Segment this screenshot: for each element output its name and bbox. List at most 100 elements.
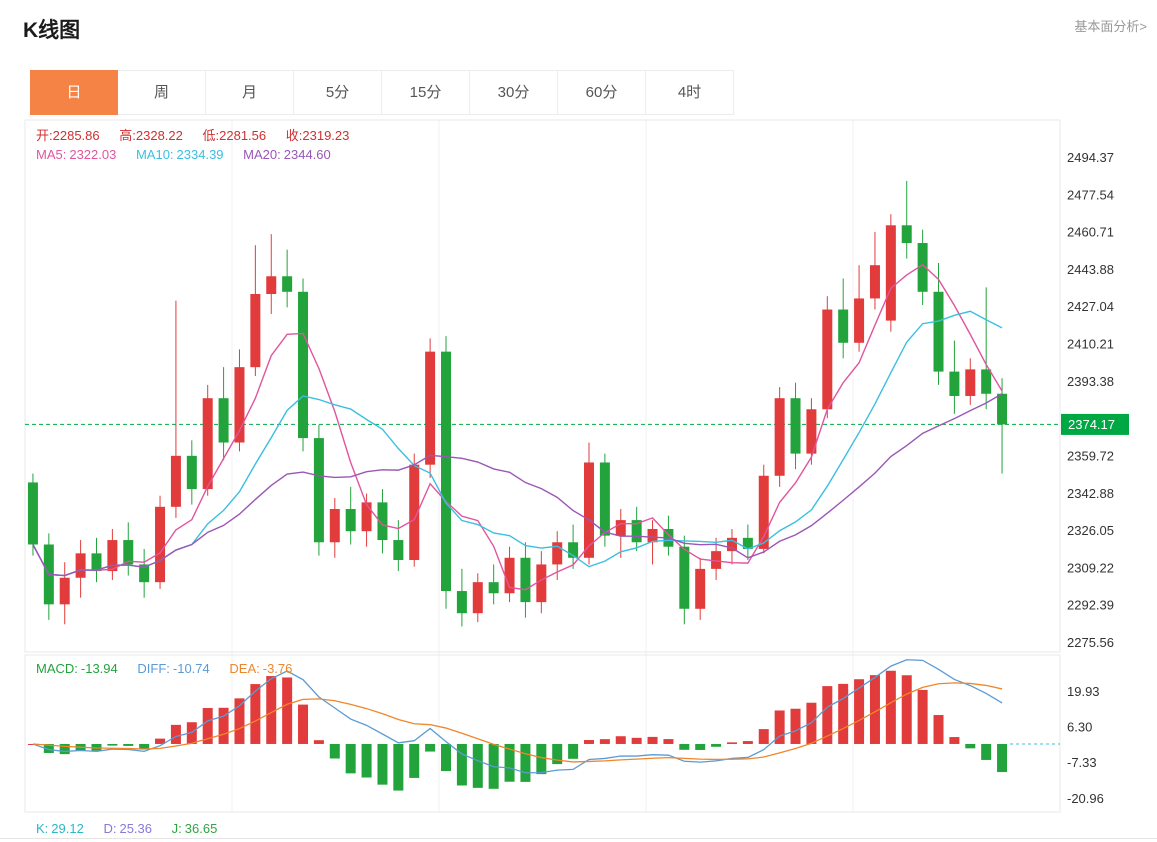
candle — [488, 582, 499, 594]
macd-bar — [711, 743, 722, 747]
candle — [679, 546, 690, 609]
diff-value: -10.74 — [172, 661, 210, 676]
macd-bar — [615, 736, 626, 744]
macd-bar — [901, 675, 912, 744]
candle — [742, 537, 753, 549]
candle — [647, 528, 658, 543]
macd-bar — [790, 708, 801, 744]
ma10-value: 2334.39 — [176, 147, 224, 162]
macd-bar — [583, 740, 594, 744]
current-price-badge-text: 2374.17 — [1068, 417, 1115, 432]
price-axis-label: 2359.72 — [1067, 448, 1114, 463]
macd-bar — [91, 743, 102, 751]
macd-bar — [186, 722, 197, 744]
ma-line-ma5 — [32, 263, 1003, 591]
candle — [282, 276, 293, 292]
candle — [615, 520, 626, 536]
price-axis-label: 2326.05 — [1067, 523, 1114, 538]
ma5-value: 2322.03 — [69, 147, 117, 162]
macd-bar — [949, 737, 960, 744]
close-value: 2319.23 — [302, 128, 350, 143]
chart-svg[interactable]: 2494.37 2477.54 2460.71 2443.88 2427.04 2410.… — [0, 115, 1157, 842]
candle — [250, 294, 261, 368]
macd-bar — [202, 708, 213, 744]
ohlc-legend: 开:2285.86 高:2328.22 低:2281.56 收:2319.23 — [36, 125, 365, 144]
j-label: J: — [171, 821, 182, 836]
low-value: 2281.56 — [219, 128, 267, 143]
tab-5min[interactable]: 5分 — [294, 70, 382, 115]
macd-bar — [441, 743, 452, 772]
candle — [599, 462, 610, 536]
price-axis-label: 2275.56 — [1067, 635, 1114, 650]
tab-day[interactable]: 日 — [30, 70, 118, 115]
candle — [504, 557, 515, 594]
ma-line-ma10 — [32, 310, 1003, 577]
d-label: D: — [103, 821, 117, 836]
macd-bar — [869, 675, 880, 744]
macd-bar — [456, 743, 467, 786]
candle — [583, 462, 594, 558]
tab-15min[interactable]: 15分 — [382, 70, 470, 115]
candle — [218, 398, 229, 443]
macd-bar — [663, 739, 674, 744]
tab-30min[interactable]: 30分 — [470, 70, 558, 115]
macd-bar — [409, 743, 420, 778]
current-price-badge — [1061, 413, 1129, 435]
fundamental-analysis-link[interactable]: 基本面分析> — [1074, 19, 1147, 34]
macd-bar — [170, 724, 181, 744]
macd-bar — [917, 689, 928, 744]
ma20-label: MA20: — [243, 147, 281, 162]
tab-4hour[interactable]: 4时 — [646, 70, 734, 115]
macd-bar — [43, 743, 54, 753]
k-value: 29.12 — [51, 821, 84, 836]
ma10-label: MA10: — [135, 147, 174, 162]
candle — [869, 265, 880, 299]
candle — [139, 564, 150, 583]
macd-bar — [59, 743, 70, 755]
candle — [393, 540, 404, 561]
macd-bar — [631, 737, 642, 744]
candle — [552, 542, 563, 565]
candle — [568, 542, 579, 558]
macd-bar — [107, 743, 118, 746]
macd-bar — [742, 741, 753, 744]
tab-month[interactable]: 月 — [206, 70, 294, 115]
macd-bar — [997, 743, 1008, 773]
kdj-legend: K: 29.12 D: 25.36 J: 36.65 — [36, 821, 233, 836]
diff-line — [32, 659, 1003, 774]
price-axis-label: 2292.39 — [1067, 598, 1114, 613]
candle — [345, 509, 356, 532]
macd-bar — [536, 743, 547, 775]
dea-value: -3.76 — [262, 661, 293, 676]
header: K线图 基本面分析> — [0, 0, 1157, 70]
price-axis-label: 2410.21 — [1067, 337, 1114, 352]
macd-legend: MACD: -13.94 DIFF: -10.74 DEA: -3.76 — [36, 661, 308, 676]
candle — [726, 537, 737, 552]
macd-bar — [885, 670, 896, 744]
ma5-label: MA5: — [36, 147, 67, 162]
candle — [441, 351, 452, 592]
candle — [885, 225, 896, 321]
macd-bar — [695, 743, 706, 750]
candle — [377, 502, 388, 541]
macd-axis-label: 6.30 — [1067, 719, 1092, 734]
macd-bar — [504, 743, 515, 782]
tab-week[interactable]: 周 — [118, 70, 206, 115]
high-value: 2328.22 — [135, 128, 183, 143]
macd-bar — [345, 743, 356, 774]
macd-bar — [234, 698, 245, 744]
candle — [933, 291, 944, 372]
tab-60min[interactable]: 60分 — [558, 70, 646, 115]
price-axis-label: 2443.88 — [1067, 262, 1114, 277]
interval-tabs: 日 周 月 5分 15分 30分 60分 4时 — [30, 70, 1157, 115]
macd-axis-label: -7.33 — [1067, 755, 1097, 770]
close-label: 收: — [285, 128, 303, 143]
price-axis-label: 2460.71 — [1067, 225, 1114, 240]
candle — [266, 276, 277, 295]
macd-label: MACD: — [36, 661, 78, 676]
price-axis-label: 2342.88 — [1067, 486, 1114, 501]
macd-bar — [981, 743, 992, 760]
macd-bar — [425, 743, 436, 752]
high-label: 高: — [119, 128, 136, 143]
candle — [695, 568, 706, 609]
